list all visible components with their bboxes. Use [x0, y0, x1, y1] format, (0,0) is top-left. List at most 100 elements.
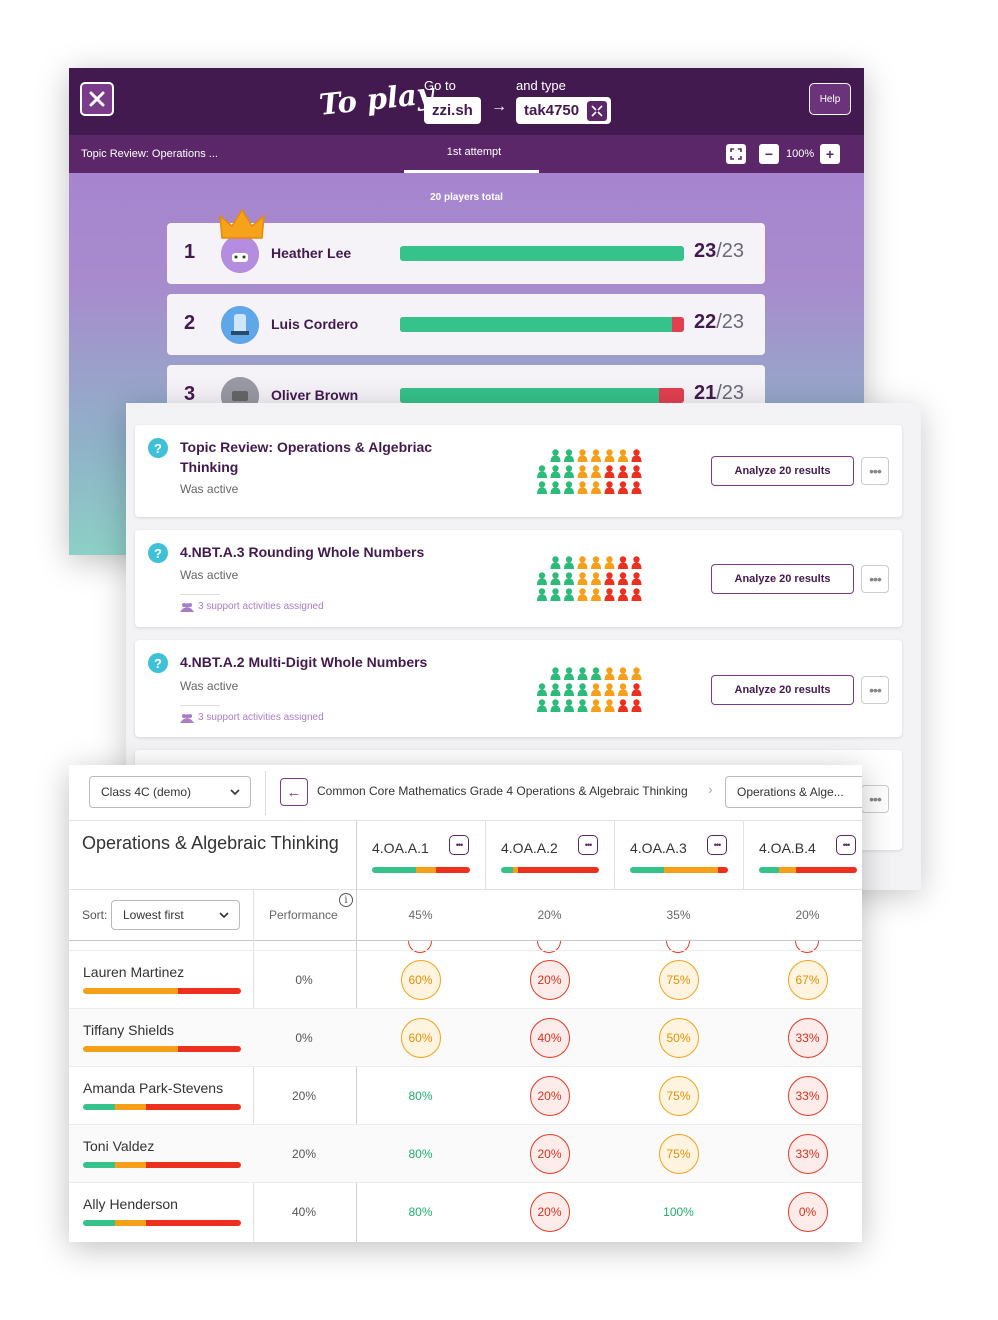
analyze-button[interactable]: Analyze 20 results: [711, 456, 854, 486]
tab-attempt[interactable]: 1st attempt: [446, 146, 502, 158]
activity-card[interactable]: ? 4.NBT.A.2 Multi-Digit Whole Numbers Wa…: [135, 640, 902, 737]
arrow-left-icon: ←: [286, 783, 302, 801]
mastery-bar: [630, 867, 728, 873]
more-options-button[interactable]: •••: [861, 457, 889, 485]
score-value: 100%: [663, 1205, 694, 1219]
score: 23/23: [694, 240, 745, 262]
class-select-value: Class 4C (demo): [101, 785, 192, 799]
score-value: 33%: [787, 1076, 828, 1116]
column-menu-button[interactable]: •••: [707, 835, 727, 855]
score-value: 80%: [408, 1205, 433, 1219]
info-icon[interactable]: i: [339, 893, 353, 907]
expand-icon[interactable]: [587, 100, 608, 121]
join-header: To play Go to zzi.sh → and type tak4750 …: [69, 68, 864, 135]
results-people-icon: [537, 556, 642, 601]
table-row[interactable]: Amanda Park-Stevens 20% 80% 20% 75% 33%: [69, 1066, 862, 1124]
score-cell[interactable]: 33%: [743, 1009, 862, 1067]
score-cell[interactable]: 100%: [614, 1183, 743, 1241]
column-menu-button[interactable]: •••: [836, 835, 856, 855]
fullscreen-button[interactable]: [726, 144, 746, 164]
score-cell[interactable]: 20%: [485, 1125, 614, 1183]
student-mastery-bar: [83, 1162, 241, 1168]
score-cell[interactable]: 80%: [356, 1183, 485, 1241]
column-header[interactable]: 4.OA.A.1 •••: [356, 821, 485, 889]
score-value: 80%: [408, 1147, 433, 1161]
group-icon: [180, 602, 194, 612]
column-menu-button[interactable]: •••: [578, 835, 598, 855]
score-cell[interactable]: 75%: [614, 951, 743, 1009]
support-info[interactable]: 3 support activities assigned: [180, 601, 324, 612]
score-value: 20%: [529, 1192, 570, 1232]
student-name: Amanda Park-Stevens: [83, 1080, 224, 1096]
score-cell[interactable]: 60%: [356, 951, 485, 1009]
activity-card[interactable]: ? Topic Review: Operations & Algebriac T…: [135, 425, 902, 517]
close-icon: [89, 91, 105, 107]
column-header[interactable]: 4.OA.B.4 •••: [743, 821, 862, 889]
activity-title: 4.NBT.A.2 Multi-Digit Whole Numbers: [180, 654, 428, 670]
more-options-button[interactable]: •••: [861, 565, 889, 593]
student-name: Lauren Martinez: [83, 964, 185, 980]
analyze-button[interactable]: Analyze 20 results: [711, 564, 854, 594]
score-value: 33%: [787, 1018, 828, 1058]
mastery-bar: [759, 867, 857, 873]
rank: 3: [184, 383, 196, 405]
score-cell[interactable]: 33%: [743, 1125, 862, 1183]
column-menu-button[interactable]: •••: [449, 835, 469, 855]
class-select[interactable]: Class 4C (demo): [89, 776, 251, 808]
help-button[interactable]: Help: [809, 83, 851, 115]
score-cell[interactable]: 50%: [614, 1009, 743, 1067]
game-code[interactable]: tak4750: [516, 97, 612, 124]
breadcrumb-select[interactable]: Operations & Alge...: [725, 776, 862, 808]
score-cell[interactable]: 33%: [743, 1067, 862, 1125]
back-button[interactable]: ←: [280, 778, 308, 806]
more-options-button[interactable]: •••: [861, 676, 889, 704]
score-cell[interactable]: 80%: [356, 1067, 485, 1125]
more-options-button[interactable]: •••: [861, 785, 889, 813]
score-cell[interactable]: 20%: [485, 1067, 614, 1125]
score-cell[interactable]: 20%: [485, 1183, 614, 1241]
support-info[interactable]: 3 support activities assigned: [180, 712, 324, 723]
column-header[interactable]: 4.OA.A.3 •••: [614, 821, 743, 889]
score-cell[interactable]: 75%: [614, 1125, 743, 1183]
score-value: 75%: [658, 1134, 699, 1174]
rank: 1: [184, 241, 196, 263]
close-button[interactable]: [80, 82, 114, 116]
student-mastery-bar: [83, 988, 241, 994]
column-average: 20%: [537, 908, 562, 922]
column-average: 20%: [795, 908, 820, 922]
score-value: 80%: [408, 1089, 433, 1103]
column-average: 45%: [408, 908, 433, 922]
score-cell[interactable]: 75%: [614, 1067, 743, 1125]
student-mastery-bar: [83, 1220, 241, 1226]
score-cell[interactable]: 0%: [743, 1183, 862, 1241]
crown-icon: [219, 208, 265, 239]
players-total: 20 players total: [430, 192, 503, 203]
table-row[interactable]: Toni Valdez 20% 80% 20% 75% 33%: [69, 1124, 862, 1182]
arrow-right-icon: →: [491, 98, 507, 115]
table-row[interactable]: Tiffany Shields 0% 60% 40% 50% 33%: [69, 1008, 862, 1066]
column-average: 35%: [666, 908, 691, 922]
score-cell[interactable]: 67%: [743, 951, 862, 1009]
table-row[interactable]: Ally Henderson 40% 80% 20% 100% 0%: [69, 1182, 862, 1240]
to-play-logo: To play: [317, 76, 436, 122]
table-row[interactable]: Lauren Martinez 0% 60% 20% 75% 67%: [69, 950, 862, 1008]
zoom-level: 100%: [786, 148, 815, 160]
join-url: zzi.sh: [424, 97, 481, 124]
player-name: Oliver Brown: [271, 387, 359, 403]
score-cell[interactable]: 40%: [485, 1009, 614, 1067]
zoom-in-button[interactable]: +: [820, 144, 840, 164]
score-value: 60%: [400, 1018, 441, 1058]
leaderboard-row: 1 Heather Lee 23/23: [167, 223, 765, 284]
score-value: 50%: [658, 1018, 699, 1058]
sort-select[interactable]: Lowest first: [111, 900, 240, 930]
score-cell[interactable]: 80%: [356, 1125, 485, 1183]
score-cell[interactable]: 60%: [356, 1009, 485, 1067]
support-text: 3 support activities assigned: [198, 601, 324, 612]
score-cell[interactable]: 20%: [485, 951, 614, 1009]
analyze-button[interactable]: Analyze 20 results: [711, 675, 854, 705]
performance-header: Performance: [269, 908, 338, 922]
zoom-out-button[interactable]: −: [759, 144, 779, 164]
breadcrumb[interactable]: Common Core Mathematics Grade 4 Operatio…: [317, 784, 688, 798]
column-header[interactable]: 4.OA.A.2 •••: [485, 821, 614, 889]
activity-card[interactable]: ? 4.NBT.A.3 Rounding Whole Numbers Was a…: [135, 530, 902, 627]
